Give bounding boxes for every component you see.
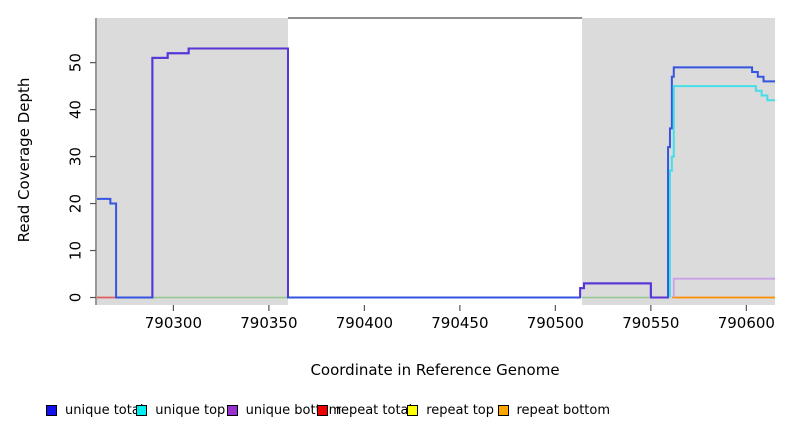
series-unique-bottom-left	[151, 47, 289, 298]
series-unique-bottom-mid	[579, 282, 669, 299]
y-tick-label: 40	[67, 100, 85, 119]
legend-item-repeat-bottom: repeat bottom	[497, 401, 611, 419]
masked-region-right	[582, 18, 775, 305]
y-axis-label: Read Coverage Depth	[15, 77, 33, 243]
x-tick-label: 790550	[622, 314, 679, 332]
legend-item-repeat-total: repeat total	[316, 401, 413, 419]
legend-label: repeat top	[426, 402, 494, 418]
series-unique-top	[668, 85, 775, 298]
legend-swatch-icon	[407, 404, 419, 416]
x-tick-label: 790500	[527, 314, 584, 332]
legend-label: unique total	[65, 402, 144, 418]
y-tick-label: 20	[67, 194, 85, 213]
masked-region-left	[97, 18, 288, 305]
x-axis-label: Coordinate in Reference Genome	[310, 361, 560, 379]
legend-label: unique top	[155, 402, 226, 418]
legend-swatch-icon	[316, 404, 328, 416]
x-tick-label: 790400	[336, 314, 393, 332]
legend-swatch-icon	[497, 404, 509, 416]
legend-swatch-icon	[226, 404, 238, 416]
legend-item-unique-top: unique top	[136, 401, 225, 419]
x-tick-label: 790450	[431, 314, 488, 332]
legend-item-unique-total: unique total	[46, 401, 143, 419]
y-tick-label: 50	[67, 53, 85, 72]
x-tick-label: 790300	[145, 314, 202, 332]
y-tick-label: 30	[67, 147, 85, 166]
y-tick-label: 0	[67, 293, 85, 303]
legend-label: repeat bottom	[516, 402, 611, 418]
legend-label: repeat total	[335, 402, 413, 418]
x-tick-label: 790350	[240, 314, 297, 332]
legend-item-repeat-top: repeat top	[407, 401, 494, 419]
series-unique-bottom-right	[672, 277, 775, 298]
x-tick-label: 790600	[718, 314, 775, 332]
y-tick-label: 10	[67, 241, 85, 260]
legend-swatch-icon	[136, 404, 148, 416]
legend-swatch-icon	[46, 404, 57, 416]
legend: unique total unique top unique bottom repea…	[0, 401, 792, 421]
